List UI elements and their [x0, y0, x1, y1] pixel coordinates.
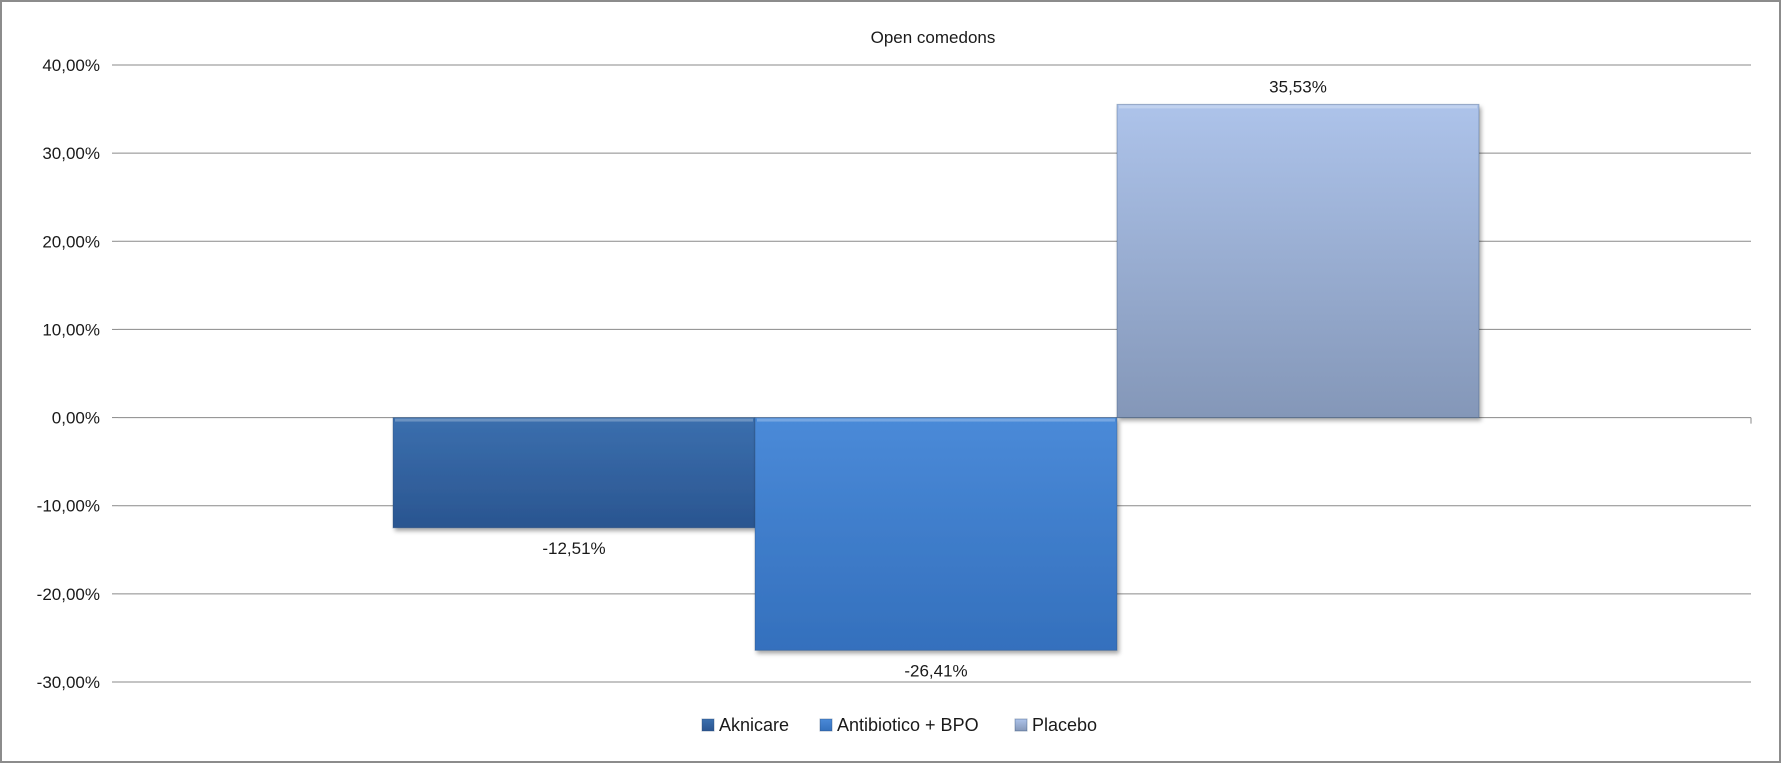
- data-labels: -12,51% -26,41% 35,53%: [542, 77, 1327, 680]
- legend: Aknicare Antibiotico + BPO Placebo: [701, 715, 1097, 735]
- chart-title: Open comedons: [871, 28, 996, 47]
- legend-swatch: [819, 718, 833, 732]
- y-tick-label: -30,00%: [37, 673, 100, 692]
- y-tick-label: 40,00%: [42, 56, 100, 75]
- y-axis-ticks: 40,00% 30,00% 20,00% 10,00% 0,00% -10,00% -20,…: [37, 56, 1752, 692]
- legend-label: Antibiotico + BPO: [837, 715, 979, 735]
- y-tick-label: 0,00%: [52, 409, 100, 428]
- y-tick-label: 20,00%: [42, 232, 100, 251]
- y-tick-label: 10,00%: [42, 320, 100, 339]
- legend-swatch: [1014, 718, 1028, 732]
- bars: [392, 103, 1480, 651]
- data-label: -26,41%: [904, 661, 967, 680]
- y-tick-label: -10,00%: [37, 497, 100, 516]
- legend-label: Aknicare: [719, 715, 789, 735]
- data-label: -12,51%: [542, 539, 605, 558]
- bar-bevel: [395, 418, 753, 422]
- data-label: 35,53%: [1269, 77, 1327, 96]
- bar-antibiotico-bpo: [754, 417, 1118, 651]
- y-tick-label: -20,00%: [37, 585, 100, 604]
- legend-swatch: [701, 718, 715, 732]
- bar-aknicare: [392, 417, 756, 529]
- bar-placebo: [1116, 103, 1480, 419]
- y-tick-label: 30,00%: [42, 144, 100, 163]
- legend-label: Placebo: [1032, 715, 1097, 735]
- bar-bevel: [757, 418, 1115, 422]
- bar-bevel: [1119, 105, 1477, 109]
